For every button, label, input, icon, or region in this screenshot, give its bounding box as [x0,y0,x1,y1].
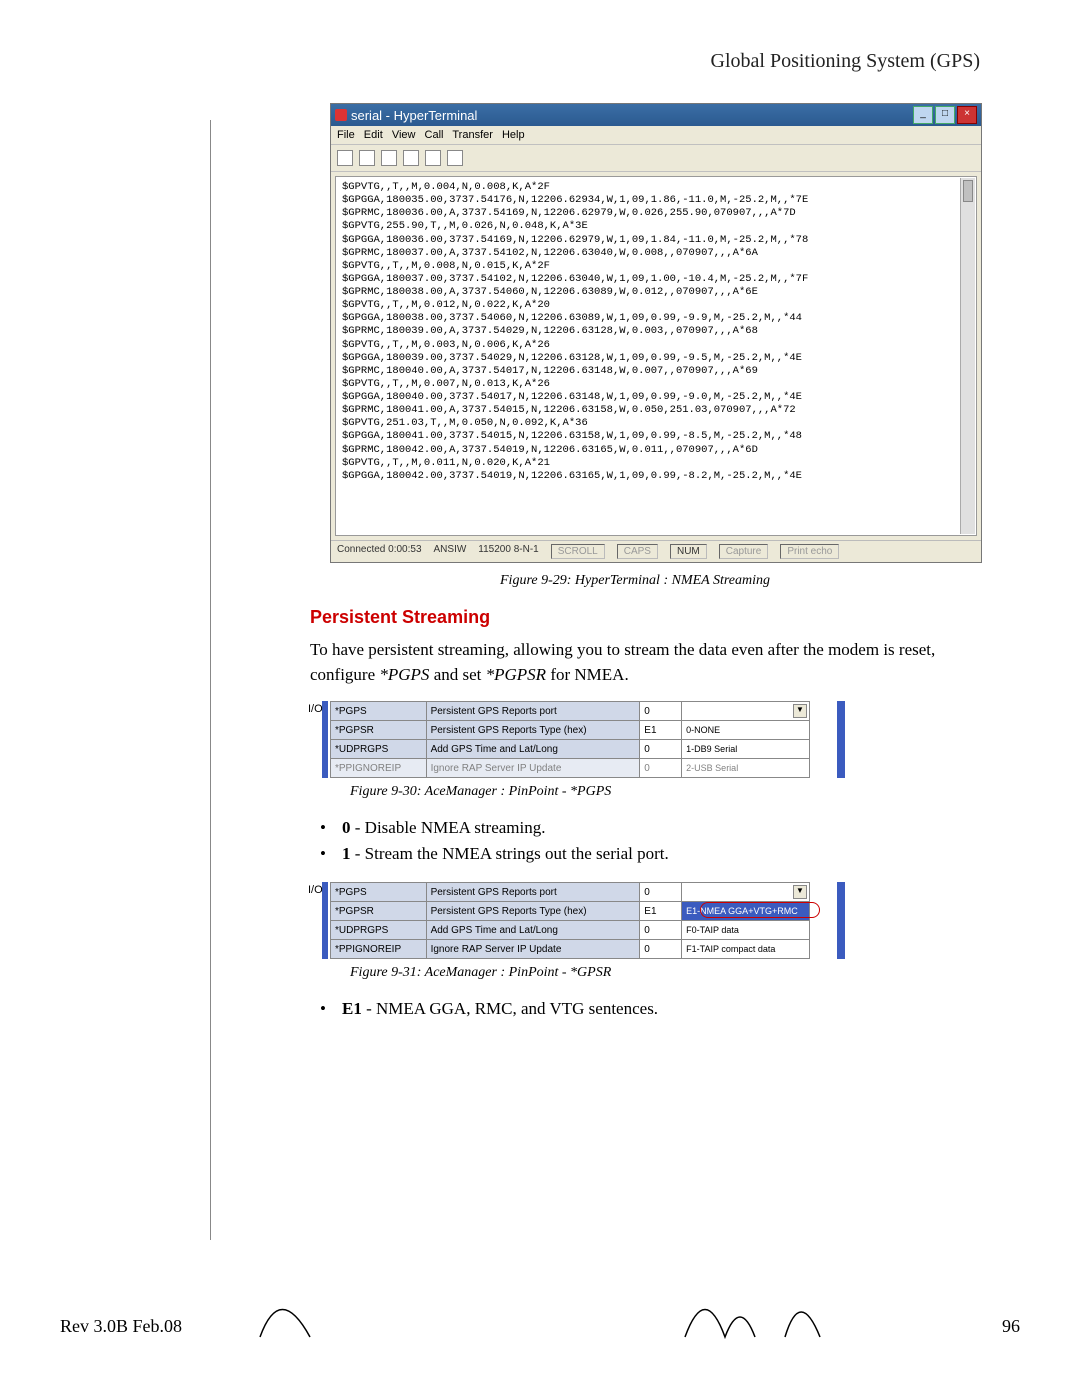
terminal-line: $GPVTG,,T,,M,0.008,N,0.015,K,A*2F [342,260,970,273]
bullet-list-1: 0 - Disable NMEA streaming. 1 - Stream th… [310,818,960,864]
toolbar[interactable] [331,145,981,172]
terminal-line: $GPVTG,255.90,T,,M,0.026,N,0.048,K,A*3E [342,220,970,233]
status-bar: Connected 0:00:53 ANSIW 115200 8-N-1 SCR… [331,540,981,562]
bullet-item: 0 - Disable NMEA streaming. [320,818,960,838]
connect-icon[interactable] [381,150,397,166]
table-row: *PGPSPersistent GPS Reports port0▼ [331,702,810,721]
table-row: *PGPSRPersistent GPS Reports Type (hex)E… [331,721,810,740]
terminal-line: $GPVTG,,T,,M,0.003,N,0.006,K,A*26 [342,339,970,352]
terminal-line: $GPRMC,180041.00,A,3737.54015,N,12206.63… [342,404,970,417]
terminal-output: $GPVTG,,T,,M,0.004,N,0.008,K,A*2F$GPGGA,… [335,176,977,536]
terminal-line: $GPGGA,180042.00,3737.54019,N,12206.6316… [342,470,970,483]
new-icon[interactable] [337,150,353,166]
revision-text: Rev 3.0B Feb.08 [60,1316,182,1337]
io-label: I/O [308,703,323,715]
page-header: Global Positioning System (GPS) [60,50,980,73]
terminal-line: $GPVTG,251.03,T,,M,0.050,N,0.092,K,A*36 [342,417,970,430]
minimize-button[interactable]: _ [913,106,933,124]
io-label-2: I/O [308,884,323,896]
terminal-line: $GPRMC,180042.00,A,3737.54019,N,12206.63… [342,444,970,457]
callout-highlight [700,902,820,918]
figure-caption-29: Figure 9-29: HyperTerminal : NMEA Stream… [310,573,960,589]
section-heading: Persistent Streaming [310,607,960,628]
terminal-line: $GPRMC,180038.00,A,3737.54060,N,12206.63… [342,286,970,299]
scrollbar[interactable] [960,178,975,534]
table-row: *UDPRGPSAdd GPS Time and Lat/Long0F0-TAI… [331,921,810,940]
maximize-button[interactable]: □ [935,106,955,124]
bullet-item: 1 - Stream the NMEA strings out the seri… [320,844,960,864]
table-row: *UDPRGPSAdd GPS Time and Lat/Long01-DB9 … [331,740,810,759]
terminal-line: $GPGGA,180040.00,3737.54017,N,12206.6314… [342,391,970,404]
page-number: 96 [1002,1316,1020,1337]
table-row: *PPIGNOREIPIgnore RAP Server IP Update02… [331,759,810,778]
bullet-item: E1 - NMEA GGA, RMC, and VTG sentences. [320,999,960,1019]
page-footer: Rev 3.0B Feb.08 96 [60,1316,1020,1337]
window-title: serial - HyperTerminal [351,108,477,123]
app-icon [335,109,347,121]
open-icon[interactable] [359,150,375,166]
bullet-list-2: E1 - NMEA GGA, RMC, and VTG sentences. [310,999,960,1019]
terminal-line: $GPRMC,180040.00,A,3737.54017,N,12206.63… [342,365,970,378]
ace-table-gpsr: I/O *PGPSPersistent GPS Reports port0▼*P… [330,882,830,959]
terminal-line: $GPRMC,180039.00,A,3737.54029,N,12206.63… [342,325,970,338]
table-row: *PGPSPersistent GPS Reports port0▼ [331,883,810,902]
send-icon[interactable] [425,150,441,166]
terminal-line: $GPGGA,180035.00,3737.54176,N,12206.6293… [342,194,970,207]
terminal-line: $GPRMC,180036.00,A,3737.54169,N,12206.62… [342,207,970,220]
menu-bar[interactable]: File Edit View Call Transfer Help [331,126,981,145]
terminal-line: $GPGGA,180037.00,3737.54102,N,12206.6304… [342,273,970,286]
terminal-line: $GPVTG,,T,,M,0.004,N,0.008,K,A*2F [342,181,970,194]
section-paragraph: To have persistent streaming, allowing y… [310,638,960,687]
terminal-line: $GPVTG,,T,,M,0.011,N,0.020,K,A*21 [342,457,970,470]
hyperterminal-window: serial - HyperTerminal _ □ × File Edit V… [330,103,982,563]
terminal-line: $GPGGA,180038.00,3737.54060,N,12206.6308… [342,312,970,325]
terminal-line: $GPVTG,,T,,M,0.012,N,0.022,K,A*20 [342,299,970,312]
ace-table-pgps: I/O *PGPSPersistent GPS Reports port0▼*P… [330,701,830,778]
window-titlebar[interactable]: serial - HyperTerminal _ □ × [331,104,981,126]
disconnect-icon[interactable] [403,150,419,166]
close-button[interactable]: × [957,106,977,124]
terminal-line: $GPGGA,180039.00,3737.54029,N,12206.6312… [342,352,970,365]
terminal-line: $GPGGA,180036.00,3737.54169,N,12206.6297… [342,234,970,247]
terminal-line: $GPVTG,,T,,M,0.007,N,0.013,K,A*26 [342,378,970,391]
terminal-line: $GPRMC,180037.00,A,3737.54102,N,12206.63… [342,247,970,260]
terminal-line: $GPGGA,180041.00,3737.54015,N,12206.6315… [342,430,970,443]
margin-rule [210,120,211,1240]
figure-caption-30: Figure 9-30: AceManager : PinPoint - *PG… [350,784,960,800]
table-row: *PPIGNOREIPIgnore RAP Server IP Update0F… [331,940,810,959]
props-icon[interactable] [447,150,463,166]
figure-caption-31: Figure 9-31: AceManager : PinPoint - *GP… [350,965,960,981]
